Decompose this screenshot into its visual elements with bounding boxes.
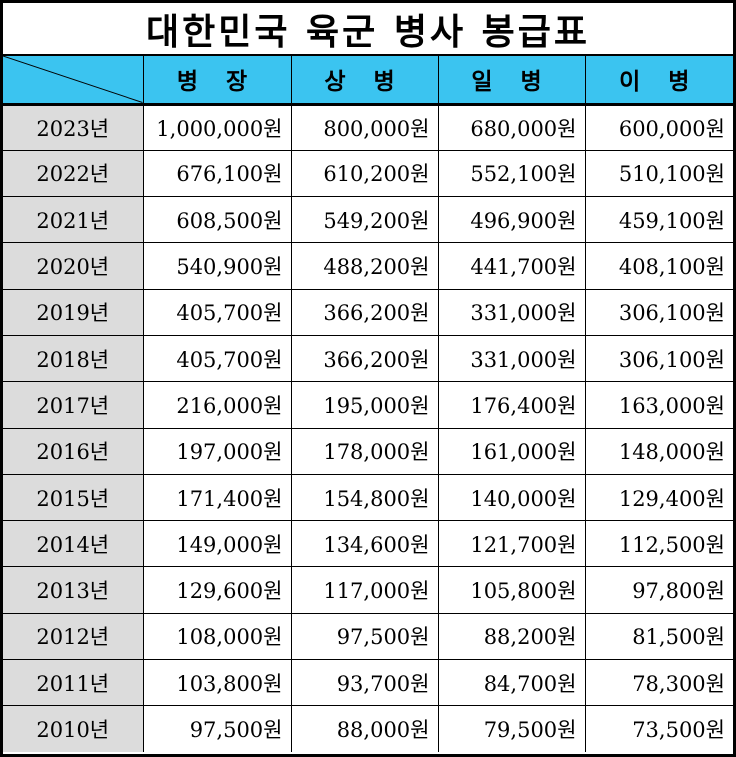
salary-cell: 78,300원 [584,659,733,707]
salary-cell: 176,400원 [437,381,586,429]
corner-cell-diagonal [3,56,144,106]
year-cell: 2017년 [3,381,144,429]
year-cell: 2011년 [3,659,144,707]
salary-cell: 149,000원 [142,520,292,568]
year-cell: 2016년 [3,427,144,475]
salary-cell: 108,000원 [142,612,292,661]
salary-cell: 306,100원 [584,334,733,383]
salary-cell: 161,000원 [437,427,586,475]
salary-cell: 441,700원 [437,242,586,290]
salary-cell: 800,000원 [290,103,439,151]
salary-cell: 88,200원 [437,612,586,661]
table-row: 2012년 108,000원 97,500원 88,200원 81,500원 [3,612,733,661]
year-cell: 2022년 [3,149,144,198]
year-cell: 2015년 [3,473,144,522]
salary-cell: 1,000,000원 [142,103,292,151]
salary-cell: 600,000원 [584,103,733,151]
salary-cell: 103,800원 [142,659,292,707]
salary-cell: 405,700원 [142,288,292,336]
salary-cell: 117,000원 [290,566,439,614]
salary-cell: 148,000원 [584,427,733,475]
salary-cell: 676,100원 [142,149,292,198]
table-row: 2021년 608,500원 549,200원 496,900원 459,100원 [3,196,733,244]
table-row: 2023년 1,000,000원 800,000원 680,000원 600,000원 [3,103,733,151]
year-cell: 2021년 [3,196,144,244]
table-row: 2016년 197,000원 178,000원 161,000원 148,000원 [3,427,733,475]
year-cell: 2013년 [3,566,144,614]
table-title: 대한민국 육군 병사 봉급표 [3,3,733,56]
column-header-private: 이 병 [584,56,733,106]
salary-cell: 366,200원 [290,334,439,383]
salary-cell: 408,100원 [584,242,733,290]
salary-cell: 510,100원 [584,149,733,198]
salary-cell: 134,600원 [290,520,439,568]
table-row: 2022년 676,100원 610,200원 552,100원 510,100원 [3,149,733,198]
salary-cell: 112,500원 [584,520,733,568]
salary-cell: 178,000원 [290,427,439,475]
year-cell: 2023년 [3,103,144,151]
table-row: 2010년 97,500원 88,000원 79,500원 73,500원 [3,705,733,753]
salary-cell: 84,700원 [437,659,586,707]
salary-cell: 459,100원 [584,196,733,244]
salary-cell: 79,500원 [437,705,586,753]
column-header-sergeant: 병 장 [142,56,292,106]
salary-cell: 97,500원 [290,612,439,661]
year-cell: 2014년 [3,520,144,568]
salary-cell: 171,400원 [142,473,292,522]
salary-cell: 140,000원 [437,473,586,522]
salary-cell: 680,000원 [437,103,586,151]
year-cell: 2020년 [3,242,144,290]
salary-cell: 197,000원 [142,427,292,475]
salary-cell: 549,200원 [290,196,439,244]
salary-cell: 154,800원 [290,473,439,522]
salary-cell: 121,700원 [437,520,586,568]
salary-cell: 366,200원 [290,288,439,336]
salary-cell: 405,700원 [142,334,292,383]
column-header-corporal: 상 병 [290,56,439,106]
table-row: 2017년 216,000원 195,000원 176,400원 163,000원 [3,381,733,429]
salary-cell: 88,000원 [290,705,439,753]
diagonal-line [3,56,143,103]
salary-cell: 488,200원 [290,242,439,290]
salary-cell: 552,100원 [437,149,586,198]
year-cell: 2019년 [3,288,144,336]
salary-cell: 97,800원 [584,566,733,614]
salary-cell: 81,500원 [584,612,733,661]
table-row: 2019년 405,700원 366,200원 331,000원 306,100원 [3,288,733,336]
salary-cell: 331,000원 [437,288,586,336]
year-cell: 2018년 [3,334,144,383]
salary-cell: 216,000원 [142,381,292,429]
table-row: 2011년 103,800원 93,700원 84,700원 78,300원 [3,659,733,707]
header-row: 병 장 상 병 일 병 이 병 [3,56,733,106]
salary-cell: 306,100원 [584,288,733,336]
salary-cell: 608,500원 [142,196,292,244]
table-row: 2014년 149,000원 134,600원 121,700원 112,500원 [3,520,733,568]
table-row: 2015년 171,400원 154,800원 140,000원 129,400원 [3,473,733,522]
salary-cell: 93,700원 [290,659,439,707]
table-row: 2013년 129,600원 117,000원 105,800원 97,800원 [3,566,733,614]
salary-cell: 331,000원 [437,334,586,383]
table-row: 2020년 540,900원 488,200원 441,700원 408,100원 [3,242,733,290]
salary-cell: 105,800원 [437,566,586,614]
salary-cell: 195,000원 [290,381,439,429]
table-row: 2018년 405,700원 366,200원 331,000원 306,100원 [3,334,733,383]
salary-table: 병 장 상 병 일 병 이 병 2023년 1,000,000원 800,000원 6… [3,56,733,753]
salary-cell: 610,200원 [290,149,439,198]
salary-cell: 129,400원 [584,473,733,522]
salary-cell: 540,900원 [142,242,292,290]
salary-cell: 163,000원 [584,381,733,429]
year-cell: 2010년 [3,705,144,753]
salary-cell: 129,600원 [142,566,292,614]
year-cell: 2012년 [3,612,144,661]
salary-cell: 73,500원 [584,705,733,753]
salary-cell: 97,500원 [142,705,292,753]
column-header-private-first-class: 일 병 [437,56,586,106]
salary-cell: 496,900원 [437,196,586,244]
